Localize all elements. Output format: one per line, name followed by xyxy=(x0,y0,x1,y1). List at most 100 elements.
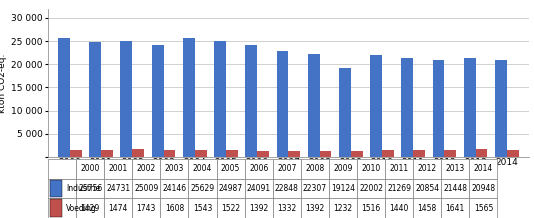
Bar xyxy=(357,159,385,179)
Text: Voeding: Voeding xyxy=(66,204,97,213)
Bar xyxy=(160,198,189,218)
Bar xyxy=(70,150,82,157)
Text: 1392: 1392 xyxy=(305,204,325,213)
Bar xyxy=(357,179,385,198)
Bar xyxy=(433,60,444,157)
Text: 1516: 1516 xyxy=(362,204,381,213)
Bar xyxy=(245,179,273,198)
Text: 20948: 20948 xyxy=(472,184,496,193)
Bar xyxy=(385,198,413,218)
Bar xyxy=(76,159,104,179)
Bar xyxy=(469,179,498,198)
Bar xyxy=(277,51,288,157)
Bar xyxy=(441,198,469,218)
Bar xyxy=(132,159,160,179)
Bar xyxy=(160,179,189,198)
Bar xyxy=(357,198,385,218)
Text: 1392: 1392 xyxy=(249,204,269,213)
Bar xyxy=(385,159,413,179)
Text: 25009: 25009 xyxy=(134,184,159,193)
Text: 2010: 2010 xyxy=(362,164,381,174)
Bar xyxy=(101,150,113,157)
Bar xyxy=(76,198,104,218)
Bar xyxy=(48,179,76,198)
Bar xyxy=(495,60,507,157)
Text: 2004: 2004 xyxy=(193,164,212,174)
Text: 1474: 1474 xyxy=(108,204,128,213)
Bar xyxy=(288,151,300,157)
Bar xyxy=(132,198,160,218)
Bar xyxy=(257,150,269,157)
Bar xyxy=(301,159,329,179)
Text: 1440: 1440 xyxy=(389,204,409,213)
Text: 24987: 24987 xyxy=(218,184,242,193)
Bar xyxy=(76,179,104,198)
Text: 2005: 2005 xyxy=(221,164,240,174)
Bar xyxy=(413,150,425,157)
Bar xyxy=(217,179,245,198)
Text: 22307: 22307 xyxy=(303,184,327,193)
Bar xyxy=(214,41,226,157)
Bar xyxy=(195,150,207,157)
Text: 2006: 2006 xyxy=(249,164,269,174)
Bar xyxy=(48,198,76,218)
Bar xyxy=(152,45,163,157)
Bar xyxy=(89,42,101,157)
Bar xyxy=(273,179,301,198)
Bar xyxy=(245,45,257,157)
Text: 2008: 2008 xyxy=(305,164,325,174)
Bar xyxy=(413,198,441,218)
Bar xyxy=(183,38,195,157)
Bar xyxy=(370,55,382,157)
Bar xyxy=(329,159,357,179)
Bar xyxy=(50,180,62,198)
Text: 2013: 2013 xyxy=(446,164,465,174)
Bar xyxy=(50,199,62,217)
Text: 2001: 2001 xyxy=(108,164,128,174)
Text: 1232: 1232 xyxy=(333,204,352,213)
Bar xyxy=(469,198,498,218)
Bar xyxy=(48,159,76,179)
Text: 24731: 24731 xyxy=(106,184,130,193)
Bar xyxy=(441,179,469,198)
Bar xyxy=(382,150,394,157)
Text: 1565: 1565 xyxy=(474,204,493,213)
Bar xyxy=(329,198,357,218)
Text: 1743: 1743 xyxy=(137,204,156,213)
Text: 25756: 25756 xyxy=(78,184,103,193)
Text: 2012: 2012 xyxy=(418,164,437,174)
Text: 1458: 1458 xyxy=(418,204,437,213)
Bar xyxy=(217,198,245,218)
Bar xyxy=(189,198,217,218)
Text: 2014: 2014 xyxy=(474,164,493,174)
Text: 19124: 19124 xyxy=(331,184,355,193)
Text: Industrie: Industrie xyxy=(66,184,100,193)
Text: 24091: 24091 xyxy=(247,184,271,193)
Bar xyxy=(464,58,476,157)
Bar xyxy=(444,150,456,157)
Text: 21269: 21269 xyxy=(387,184,411,193)
Bar xyxy=(245,159,273,179)
Bar xyxy=(58,38,70,157)
Bar xyxy=(351,151,363,157)
Bar xyxy=(189,179,217,198)
Text: 1608: 1608 xyxy=(165,204,184,213)
Text: 2003: 2003 xyxy=(165,164,184,174)
Text: 20854: 20854 xyxy=(415,184,439,193)
Text: 2011: 2011 xyxy=(390,164,409,174)
Bar xyxy=(217,159,245,179)
Text: 1543: 1543 xyxy=(193,204,212,213)
Bar xyxy=(413,179,441,198)
Text: 2007: 2007 xyxy=(277,164,296,174)
Bar xyxy=(160,159,189,179)
Bar xyxy=(339,68,351,157)
Bar xyxy=(476,149,488,157)
Text: 1332: 1332 xyxy=(277,204,296,213)
Bar xyxy=(301,198,329,218)
Text: 21448: 21448 xyxy=(443,184,467,193)
Bar xyxy=(273,159,301,179)
Bar xyxy=(507,150,519,157)
Text: 2000: 2000 xyxy=(81,164,100,174)
Bar xyxy=(132,149,144,157)
Text: 25629: 25629 xyxy=(191,184,215,193)
